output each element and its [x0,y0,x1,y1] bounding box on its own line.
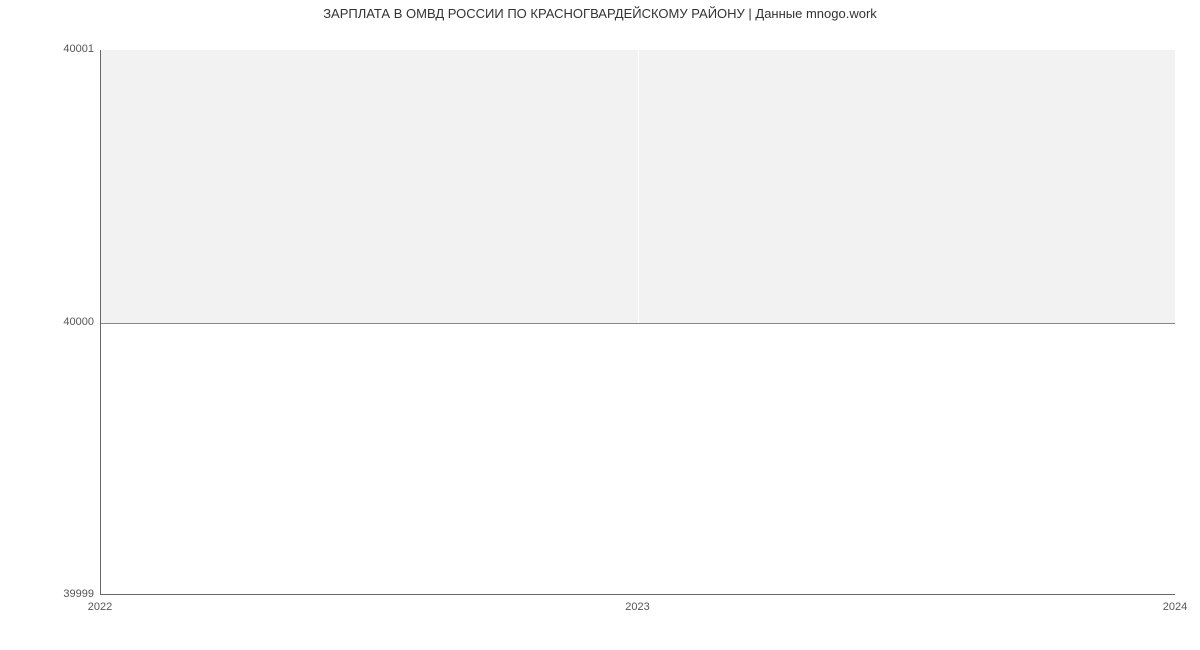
x-tick-label: 2023 [625,601,649,613]
salary-chart: ЗАРПЛАТА В ОМВД РОССИИ ПО КРАСНОГВАРДЕЙС… [0,0,1200,650]
y-tick-label: 40001 [63,43,94,55]
x-tick-label: 2022 [88,601,112,613]
y-tick-label: 40000 [63,316,94,328]
y-tick-label: 39999 [63,588,94,600]
chart-title: ЗАРПЛАТА В ОМВД РОССИИ ПО КРАСНОГВАРДЕЙС… [0,6,1200,21]
x-tick-label: 2024 [1163,601,1187,613]
axis-spine [100,50,1175,595]
